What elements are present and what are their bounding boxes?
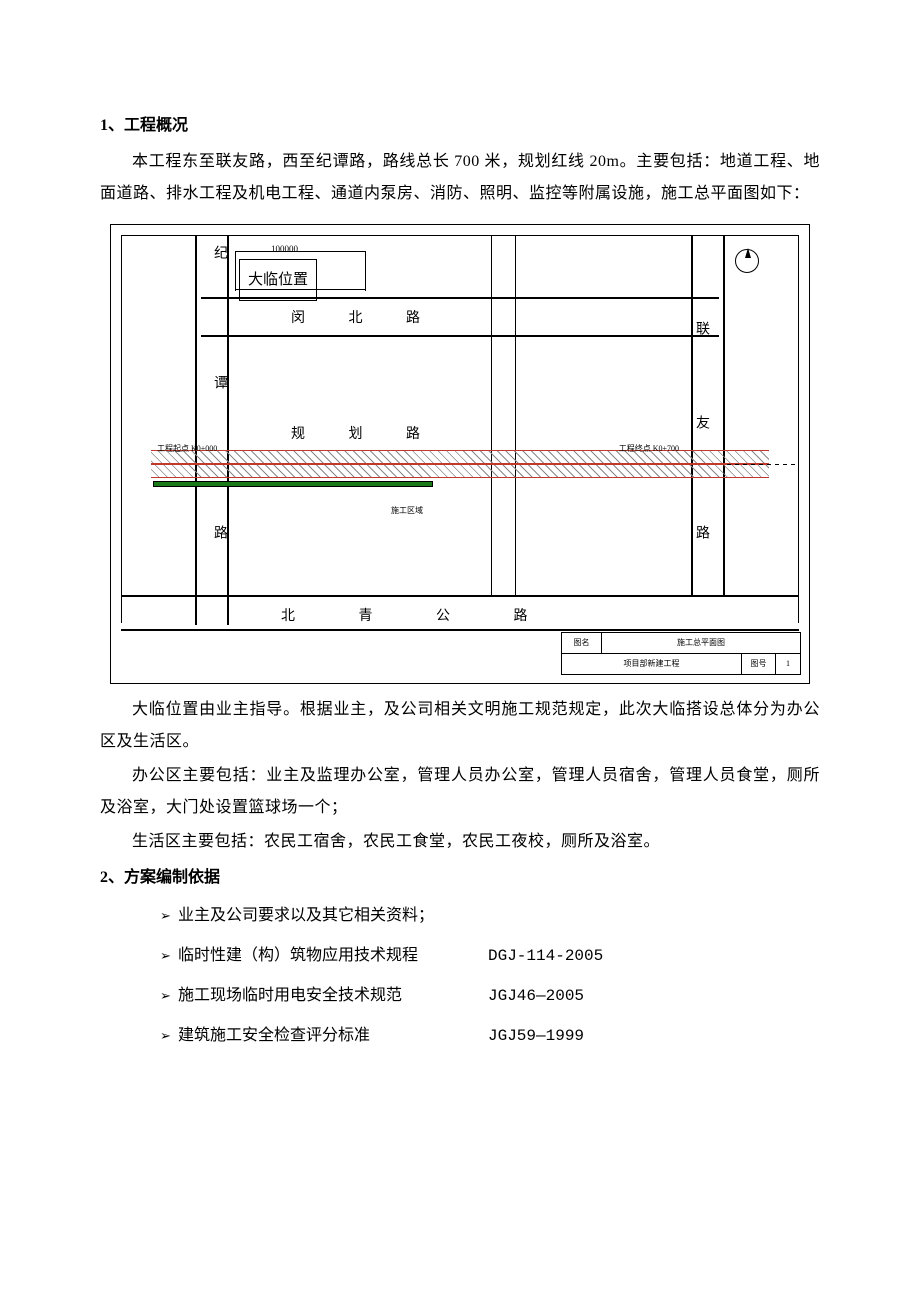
section1-p1: 本工程东至联友路，西至纪谭路，路线总长 700 米，规划红线 20m。主要包括：… <box>100 146 820 210</box>
minbei-top <box>201 297 719 299</box>
section1-p3: 办公区主要包括：业主及监理办公室，管理人员办公室，管理人员宿舍，管理人员食堂，厕… <box>100 760 820 824</box>
road-guihua-label: 规 划 路 <box>291 421 440 449</box>
tblk-r2c3: 1 <box>776 654 800 674</box>
center-vroad-r <box>515 235 516 595</box>
lianyou-r <box>723 235 725 595</box>
bullet-icon: ➢ <box>160 1023 178 1049</box>
tblk-r2c1: 项目部新建工程 <box>562 654 742 674</box>
section2-title: 方案编制依据 <box>124 869 220 886</box>
dashed-ext <box>727 464 797 465</box>
section1-title: 工程概况 <box>124 117 188 134</box>
bullet-icon: ➢ <box>160 903 178 929</box>
road-tan: 谭 <box>205 375 233 393</box>
list-item: ➢ 施工现场临时用电安全技术规范 JGJ46—2005 <box>160 980 820 1012</box>
dim-100000: 100000 <box>271 240 298 258</box>
list-code-2: JGJ46—2005 <box>488 980 584 1012</box>
jitan-l <box>195 235 197 625</box>
dalin-frame-l <box>235 251 236 291</box>
dim-line-100000 <box>235 251 365 252</box>
diag-border-right <box>798 235 799 623</box>
list-item: ➢ 临时性建（构）筑物应用技术规程 DGJ-114-2005 <box>160 940 820 972</box>
diag-border-left <box>121 235 122 623</box>
section1-number: 1、 <box>100 117 124 134</box>
diag-border-top <box>121 235 799 236</box>
site-plan-diagram: 大临位置 100000 闵 北 路 纪 谭 路 联 友 路 规 划 路 工程起点… <box>110 224 810 684</box>
section1-p4: 生活区主要包括：农民工宿舍，农民工食堂，农民工夜校，厕所及浴室。 <box>100 826 820 858</box>
section1-p2: 大临位置由业主指导。根据业主，及公司相关文明施工规范规定，此次大临搭设总体分为办… <box>100 694 820 758</box>
tblk-r1c2: 施工总平面图 <box>602 633 800 653</box>
section1-heading: 1、工程概况 <box>100 110 820 142</box>
tblk-r1c1: 图名 <box>562 633 602 653</box>
road-lian: 联 <box>687 321 715 339</box>
green-strip <box>153 481 433 487</box>
tblk-r2c2: 图号 <box>742 654 776 674</box>
bullet-icon: ➢ <box>160 983 178 1009</box>
end-label: 工程终点 K0+700 <box>619 441 679 457</box>
compass-icon <box>735 249 759 273</box>
list-text-1: 临时性建（构）筑物应用技术规程 <box>178 940 488 972</box>
dalin-frame-r <box>365 251 366 291</box>
road-you: 友 <box>687 415 715 433</box>
road-minbei-label: 闵 北 路 <box>291 305 440 333</box>
list-text-0: 业主及公司要求以及其它相关资料； <box>178 900 820 932</box>
beiqing-top <box>121 595 799 597</box>
road-ji: 纪 <box>205 245 233 263</box>
section2-heading: 2、方案编制依据 <box>100 862 820 894</box>
dalin-frame-b <box>235 289 365 290</box>
list-code-1: DGJ-114-2005 <box>488 940 603 972</box>
list-item: ➢ 建筑施工安全检查评分标准 JGJ59—1999 <box>160 1020 820 1052</box>
list-text-3: 建筑施工安全检查评分标准 <box>178 1020 488 1052</box>
center-vroad-l <box>491 235 492 595</box>
bullet-icon: ➢ <box>160 943 178 969</box>
drawing-title-block: 图名 施工总平面图 项目部新建工程 图号 1 <box>561 632 801 675</box>
list-code-3: JGJ59—1999 <box>488 1020 584 1052</box>
basis-list: ➢ 业主及公司要求以及其它相关资料； ➢ 临时性建（构）筑物应用技术规程 DGJ… <box>160 900 820 1052</box>
zone-label: 施工区域 <box>391 503 423 519</box>
list-text-2: 施工现场临时用电安全技术规范 <box>178 980 488 1012</box>
road-lianyoulu: 路 <box>687 525 715 543</box>
start-label: 工程起点 K0+000 <box>157 441 217 457</box>
road-jilu: 路 <box>205 525 233 543</box>
dalin-box: 大临位置 <box>239 259 317 301</box>
road-beiqing-label: 北 青 公 路 <box>281 603 558 631</box>
list-item: ➢ 业主及公司要求以及其它相关资料； <box>160 900 820 932</box>
jitan-r <box>227 235 229 625</box>
minbei-bot <box>201 335 719 337</box>
section2-number: 2、 <box>100 869 124 886</box>
